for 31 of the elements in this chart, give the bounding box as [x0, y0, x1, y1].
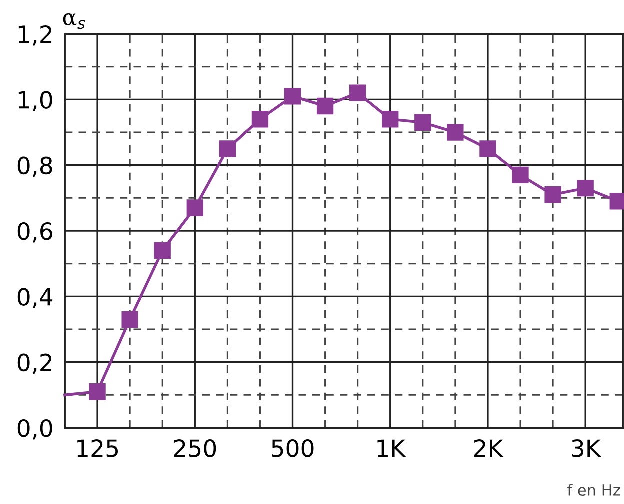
point	[89, 384, 106, 400]
point	[544, 186, 562, 204]
y-tick-label: 0,4	[18, 288, 53, 308]
point	[382, 111, 399, 128]
point	[284, 88, 302, 105]
point	[316, 98, 334, 115]
x-tick-label: 500	[272, 440, 314, 458]
x-tick-label: 2K	[474, 440, 504, 458]
point	[480, 140, 496, 158]
y-tick-label: 0,6	[18, 222, 52, 243]
y-tick-label: 0,0	[18, 419, 52, 440]
point	[219, 140, 236, 158]
point	[154, 242, 171, 260]
point	[252, 111, 269, 128]
point	[577, 180, 594, 197]
x-axis-title: f en Hz	[568, 484, 620, 496]
y-tick-label: 0,2	[18, 354, 52, 374]
x-tick-label: 250	[174, 440, 216, 458]
y-tick-label: 0,8	[18, 156, 52, 178]
point	[414, 114, 432, 131]
point	[186, 200, 204, 216]
point	[349, 84, 366, 102]
x-tick-label: 125	[78, 440, 118, 458]
x-tick-label: 3K	[572, 440, 602, 458]
point	[122, 311, 138, 328]
point	[447, 124, 464, 141]
y-tick-label: 1,2	[18, 25, 52, 46]
y-axis-title: α$_{s}$	[63, 13, 86, 30]
x-tick-label: 1K	[378, 440, 406, 458]
y-tick-label: 1,0	[18, 91, 52, 112]
point	[512, 166, 529, 184]
